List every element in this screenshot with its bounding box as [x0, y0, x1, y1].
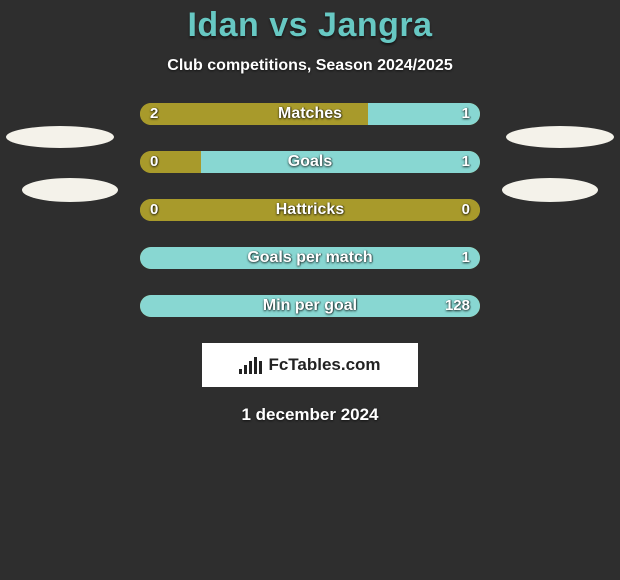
logo-bar: [239, 369, 242, 374]
stat-value-left: 0: [150, 151, 158, 173]
stat-row: Hattricks0 0: [0, 199, 620, 223]
logo-bar: [259, 361, 262, 374]
stat-label: Hattricks: [140, 199, 480, 221]
subtitle: Club competitions, Season 2024/2025: [0, 57, 620, 75]
decorative-ellipse: [6, 126, 114, 148]
stat-row: Matches2 1: [0, 103, 620, 127]
decorative-ellipse: [506, 126, 614, 148]
logo-bar: [254, 357, 257, 374]
stat-label: Matches: [140, 103, 480, 125]
stat-value-left: 0: [150, 199, 158, 221]
date-text: 1 december 2024: [0, 405, 620, 425]
stat-row: Goals0 1: [0, 151, 620, 175]
stat-value-right: 1: [462, 103, 470, 125]
logo-bar: [244, 365, 247, 374]
bar-chart-icon: [239, 356, 262, 374]
decorative-ellipse: [22, 178, 118, 202]
stat-row: Min per goal128: [0, 295, 620, 319]
stat-value-right: 128: [445, 295, 470, 317]
logo-box: FcTables.com: [202, 343, 418, 387]
decorative-ellipse: [502, 178, 598, 202]
stat-value-right: 1: [462, 247, 470, 269]
stat-value-right: 0: [462, 199, 470, 221]
stat-row: Goals per match1: [0, 247, 620, 271]
stat-value-left: 2: [150, 103, 158, 125]
logo-text: FcTables.com: [268, 355, 380, 375]
stat-value-right: 1: [462, 151, 470, 173]
stat-label: Min per goal: [140, 295, 480, 317]
page-title: Idan vs Jangra: [0, 0, 620, 45]
stat-label: Goals: [140, 151, 480, 173]
logo-bar: [249, 361, 252, 374]
stat-label: Goals per match: [140, 247, 480, 269]
